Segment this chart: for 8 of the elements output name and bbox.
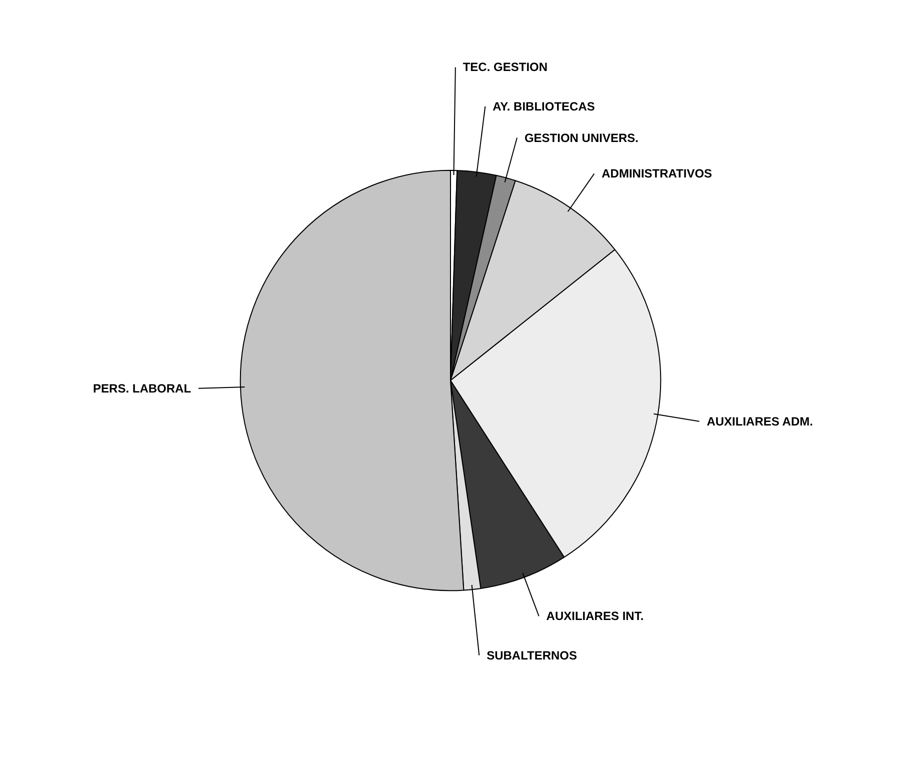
slice-label: AUXILIARES INT. [546, 609, 644, 624]
slice-label: PERS. LABORAL [93, 381, 192, 396]
slice-label: AUXILIARES ADM. [706, 414, 813, 428]
slice-label: TEC. GESTION [462, 60, 548, 74]
slice-label: ADMINISTRATIVOS [602, 166, 712, 181]
slice-label: AY. BIBLIOTECAS [492, 99, 595, 114]
slice-label: SUBALTERNOS [486, 648, 578, 662]
slice-label: GESTION UNIVERS. [524, 130, 638, 145]
